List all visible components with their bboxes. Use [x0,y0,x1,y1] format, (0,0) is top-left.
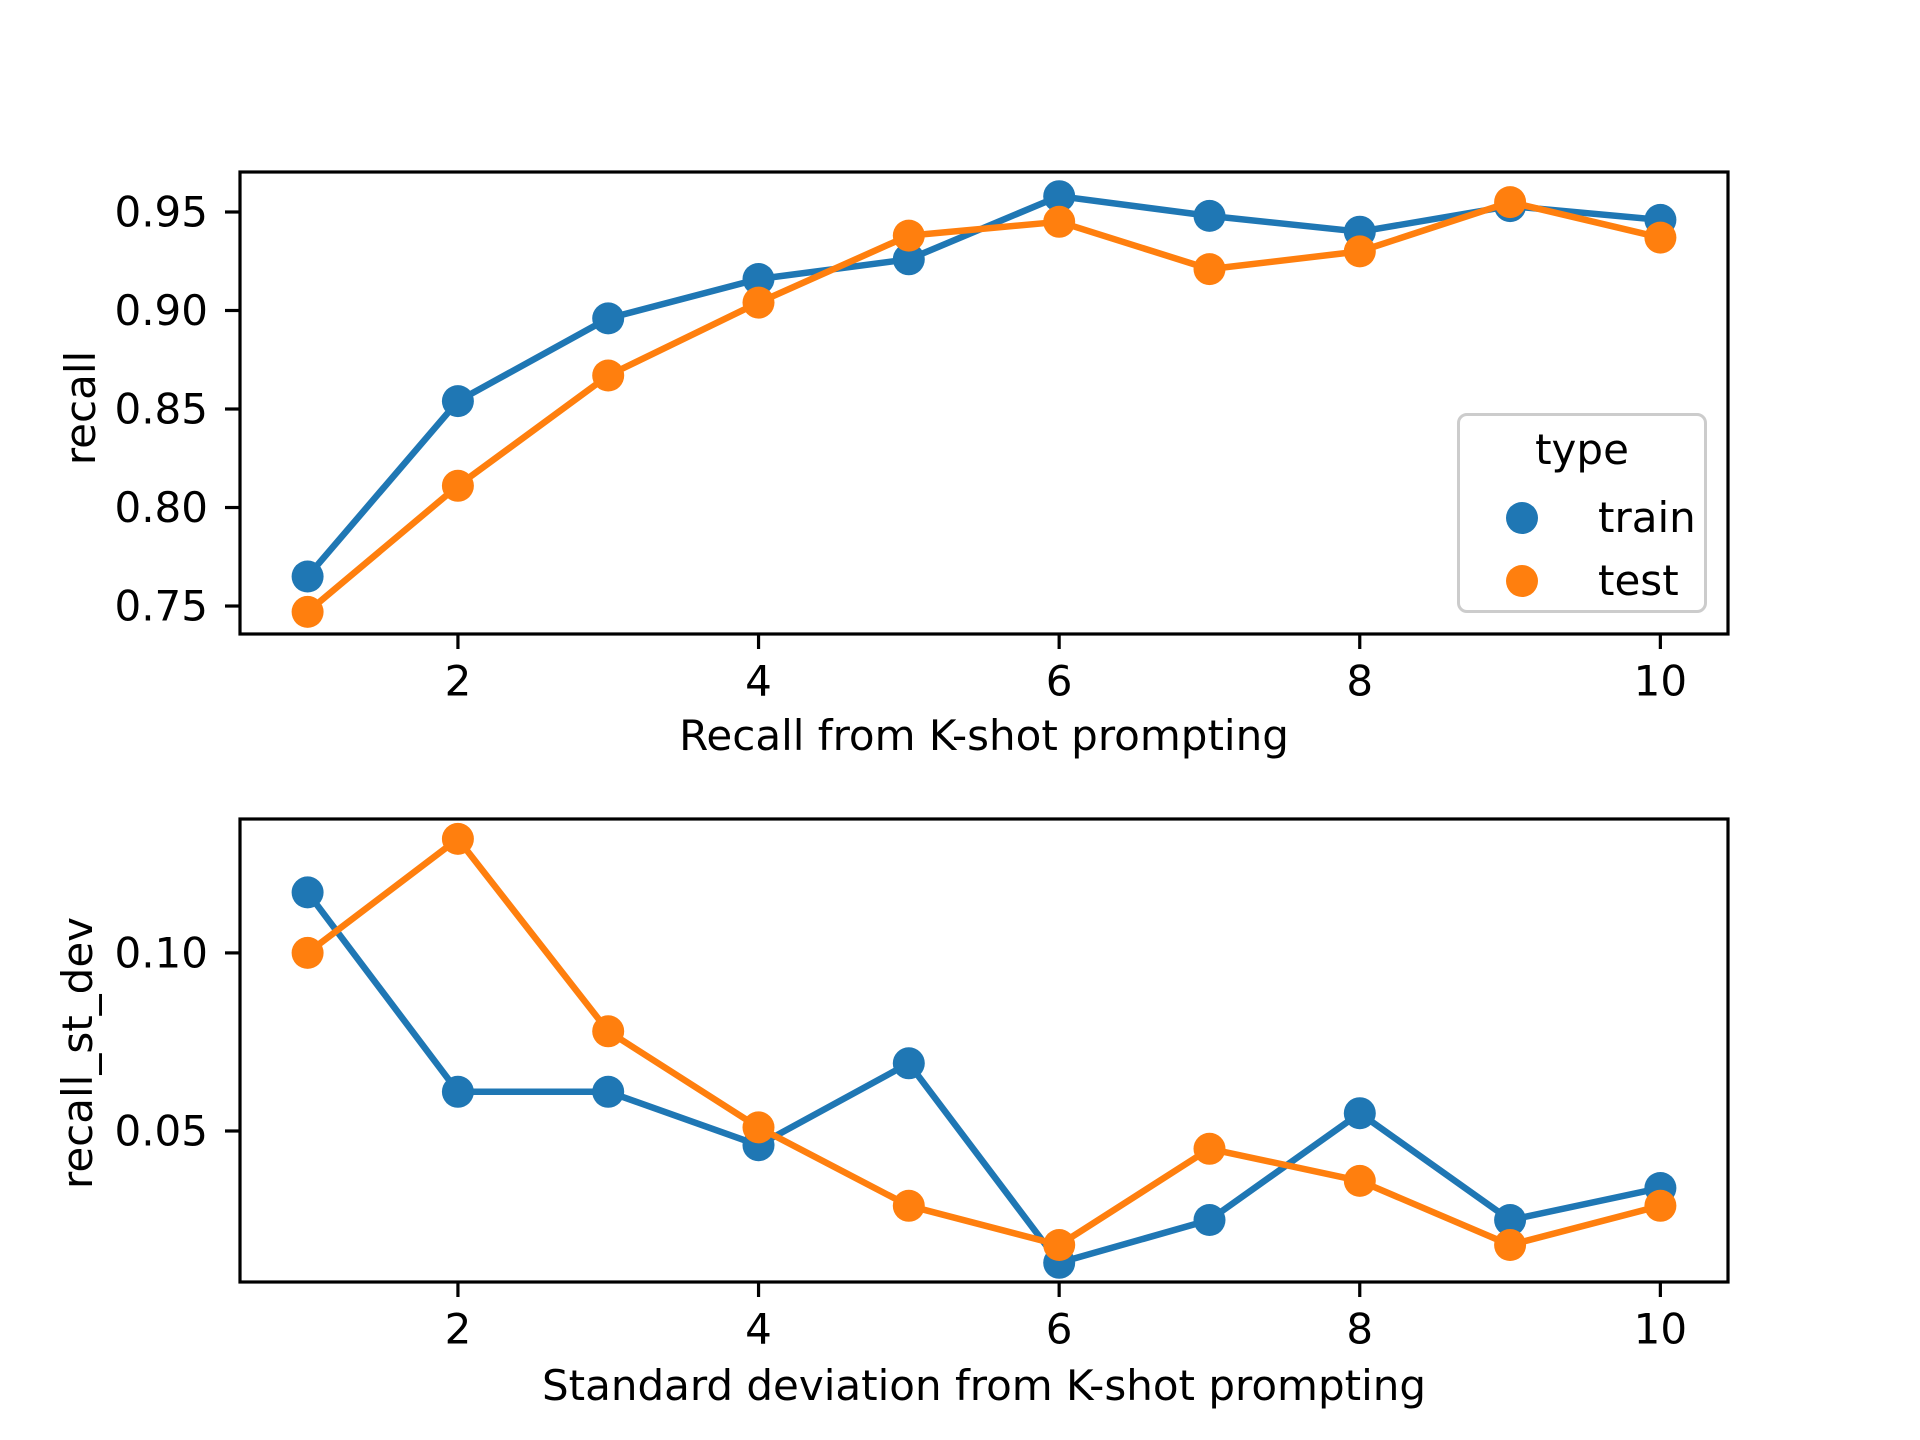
data-point-test [742,286,775,319]
data-point-train [892,1047,925,1080]
legend-marker-train-icon [1506,502,1538,534]
data-point-test [742,1111,775,1144]
x-tick-label: 6 [1046,657,1073,706]
y-tick-label: 0.05 [114,1107,208,1156]
y-tick-label: 0.80 [114,483,208,532]
x-tick-label: 4 [745,1305,772,1354]
data-point-test [1644,1189,1677,1222]
data-point-train [441,1075,474,1108]
x-tick-label: 6 [1046,1305,1073,1354]
data-point-test [1343,1164,1376,1197]
data-point-test [892,1189,925,1222]
data-point-test [291,936,324,969]
legend-label-train: train [1598,493,1696,542]
data-point-test [291,595,324,628]
data-point-train [592,302,625,335]
data-point-test [592,1015,625,1048]
data-point-train [441,385,474,418]
data-point-test [1043,205,1076,238]
y-tick-label: 0.95 [114,188,208,237]
y-tick-label: 0.10 [114,929,208,978]
data-point-test [1644,221,1677,254]
x-axis-label-std-dev: Standard deviation from K-shot prompting [541,1361,1427,1410]
series-line-train [304,889,1664,1267]
data-point-test [1343,235,1376,268]
data-point-train [892,243,925,276]
x-tick-label: 10 [1634,1305,1687,1354]
data-point-train [291,560,324,593]
data-point-train [1193,1204,1226,1236]
data-point-train [742,263,775,295]
x-tick-label: 8 [1346,657,1373,706]
legend-title: type [1535,425,1629,474]
x-tick-label: 8 [1346,1305,1373,1354]
data-point-test [892,219,925,252]
data-point-train [1043,180,1076,213]
y-axis-label-recall-st-dev: recall_st_dev [53,916,102,1190]
data-point-test [1193,253,1226,286]
data-point-train [1193,199,1226,232]
legend-marker-test-icon [1506,565,1538,597]
x-axis-label-recall: Recall from K-shot prompting [679,711,1289,760]
x-tick-label: 2 [445,1305,472,1354]
data-point-test [441,822,474,855]
data-point-test [441,469,474,502]
axes-frame [238,170,1730,636]
data-point-train [1343,1097,1376,1130]
x-tick-label: 4 [745,657,772,706]
legend: type train test [1457,413,1707,613]
data-point-train [1494,1204,1527,1236]
x-tick-label: 10 [1634,657,1687,706]
data-point-test [1193,1132,1226,1165]
data-point-test [592,359,625,392]
series-line-test [304,198,1664,616]
data-point-train [291,876,324,909]
y-axis-label-recall: recall [56,350,105,466]
y-tick-label: 0.75 [114,582,208,631]
data-point-test [1494,186,1527,219]
y-tick-label: 0.85 [114,385,208,434]
series-line-test [304,835,1664,1249]
data-point-test [1494,1229,1527,1261]
axes-frame [238,817,1730,1284]
legend-label-test: test [1598,556,1679,605]
x-tick-label: 2 [445,657,472,706]
data-point-train [592,1075,625,1108]
data-point-test [1043,1229,1076,1261]
y-tick-label: 0.90 [114,286,208,335]
